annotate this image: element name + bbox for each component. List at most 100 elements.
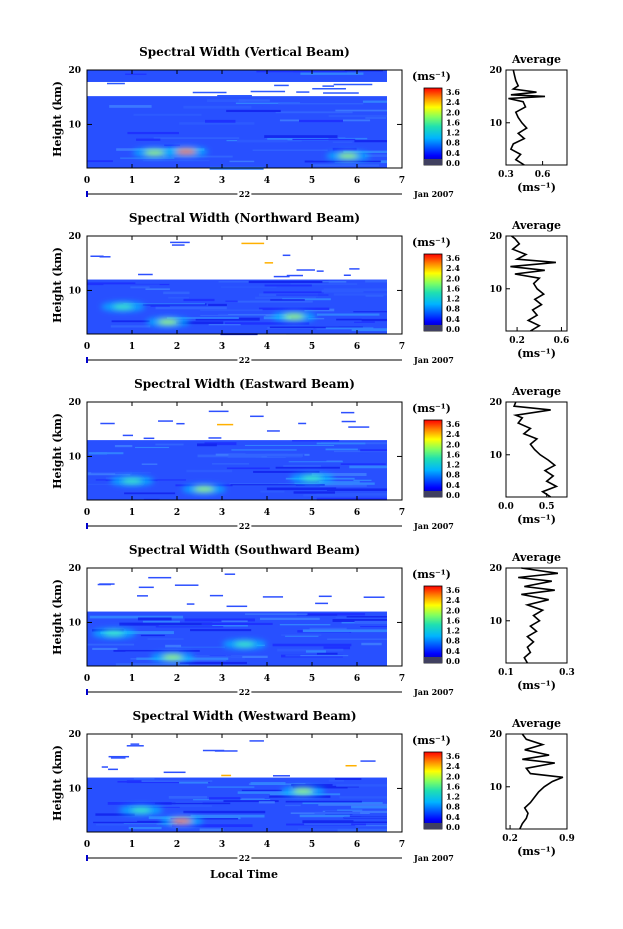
heatmap-streak — [179, 781, 209, 784]
y-tick-label: 20 — [68, 730, 81, 740]
gap-streak — [296, 91, 310, 93]
heatmap-streak — [195, 317, 260, 321]
heatmap-streak — [212, 463, 250, 465]
upper-echo — [341, 420, 356, 423]
x-tick-label: 2 — [174, 508, 180, 518]
heatmap-streak — [300, 72, 364, 75]
hotspot-group — [101, 301, 316, 328]
avg-y-tick-label: 20 — [489, 232, 502, 242]
heatmap-streak — [354, 142, 387, 144]
upper-echo — [296, 269, 315, 271]
heatmap-streak — [221, 620, 248, 622]
colorbar-tick-label: 1.6 — [446, 283, 460, 293]
hotspot-core — [338, 153, 358, 159]
heatmap-streak — [200, 314, 266, 316]
heatmap-streak — [337, 828, 387, 832]
y-axis-label: Height (km) — [51, 81, 64, 157]
x-tick-label: 5 — [309, 840, 315, 850]
heatmap-streak — [197, 443, 217, 447]
heatmap-streak — [332, 141, 353, 144]
heatmap-streak — [322, 281, 347, 283]
x-tick-label: 3 — [219, 176, 225, 186]
avg-x-tick-label: 0.6 — [535, 170, 551, 180]
date-month-label: Jan 2007 — [413, 521, 454, 531]
hotspot-core — [293, 788, 313, 794]
heatmap-streak — [292, 440, 340, 442]
heatmap-streak — [128, 826, 162, 830]
heatmap-streak — [354, 321, 375, 323]
heatmap-streak — [226, 109, 281, 113]
upper-echo — [209, 594, 224, 597]
heatmap-streak — [293, 313, 380, 316]
y-tick-label: 10 — [68, 120, 81, 130]
heatmap-streak — [237, 139, 288, 143]
upper-echo — [171, 244, 185, 246]
heatmap-streak — [334, 778, 362, 780]
heatmap-streak — [364, 154, 387, 157]
heatmap-streak — [165, 644, 182, 648]
heatmap-streak — [87, 643, 135, 646]
heatmap-streak — [225, 658, 246, 660]
heatmap-streak — [263, 291, 324, 294]
upper-echo — [202, 749, 225, 752]
heatmap-streak — [170, 818, 239, 820]
plot-frame — [86, 69, 403, 169]
x-tick-label: 1 — [129, 176, 135, 186]
colorbar-tick-label: 0.4 — [446, 480, 460, 490]
heatmap-streak — [163, 325, 204, 327]
heatmap-streak — [226, 139, 245, 142]
heatmap-streak — [362, 100, 387, 103]
heatmap-streak — [354, 620, 387, 624]
heatmap-streak — [306, 614, 338, 616]
date-month-label: Jan 2007 — [413, 687, 454, 697]
avg-profile-line — [518, 567, 559, 664]
colorbar-tick-label: 2.4 — [446, 97, 460, 107]
date-day-label: 22 — [239, 853, 250, 863]
gap-streak — [217, 94, 252, 97]
heatmap-streak — [218, 281, 279, 283]
heatmap-streak — [230, 484, 325, 486]
x-tick-label: 6 — [354, 674, 360, 684]
avg-xlabel: (ms⁻¹) — [517, 845, 556, 858]
x-tick-label: 4 — [264, 840, 270, 850]
heatmap-streak — [123, 822, 178, 825]
heatmap-streak — [87, 160, 113, 163]
heatmap-streak — [347, 787, 387, 790]
y-axis-label: Height (km) — [51, 745, 64, 821]
x-tick-label: 7 — [399, 674, 405, 684]
avg-title: Average — [511, 53, 561, 66]
heatmap-streak — [109, 105, 152, 108]
avg-y-tick-label: 10 — [489, 617, 502, 627]
heatmap-streak — [168, 296, 190, 299]
colorbar-tick-label: 0.0 — [446, 490, 460, 500]
heatmap-streak — [275, 466, 340, 469]
upper-echo — [143, 437, 155, 440]
avg-y-tick-label: 20 — [489, 564, 502, 574]
heatmap-streak — [354, 140, 387, 143]
heatmap-streak — [285, 800, 362, 803]
heatmap-streak — [143, 623, 176, 625]
heatmap-streak — [343, 150, 387, 154]
heatmap-area — [87, 241, 387, 336]
heatmap-streak — [151, 75, 232, 79]
heatmap-streak — [311, 164, 380, 167]
heatmap-streak — [282, 139, 302, 142]
upper-echo — [360, 760, 376, 762]
upper-echo — [298, 422, 307, 425]
plot-frame — [86, 733, 403, 833]
upper-echo — [343, 274, 351, 276]
heatmap-streak — [175, 792, 228, 795]
hotspot-core — [194, 486, 214, 492]
heatmap-streak — [297, 828, 367, 830]
gap-streak — [107, 82, 125, 85]
heatmap-streak — [328, 114, 387, 118]
heatmap-streak — [260, 490, 285, 493]
heatmap-streak — [345, 132, 362, 136]
heatmap-streak — [338, 137, 368, 140]
x-tick-label: 5 — [309, 342, 315, 352]
heatmap-streak — [259, 617, 320, 620]
heatmap-streak — [333, 293, 387, 296]
panel-1: Spectral Width (Vertical Beam)2010Height… — [51, 45, 568, 201]
heatmap-streak — [361, 642, 382, 646]
x-tick-label: 1 — [129, 840, 135, 850]
